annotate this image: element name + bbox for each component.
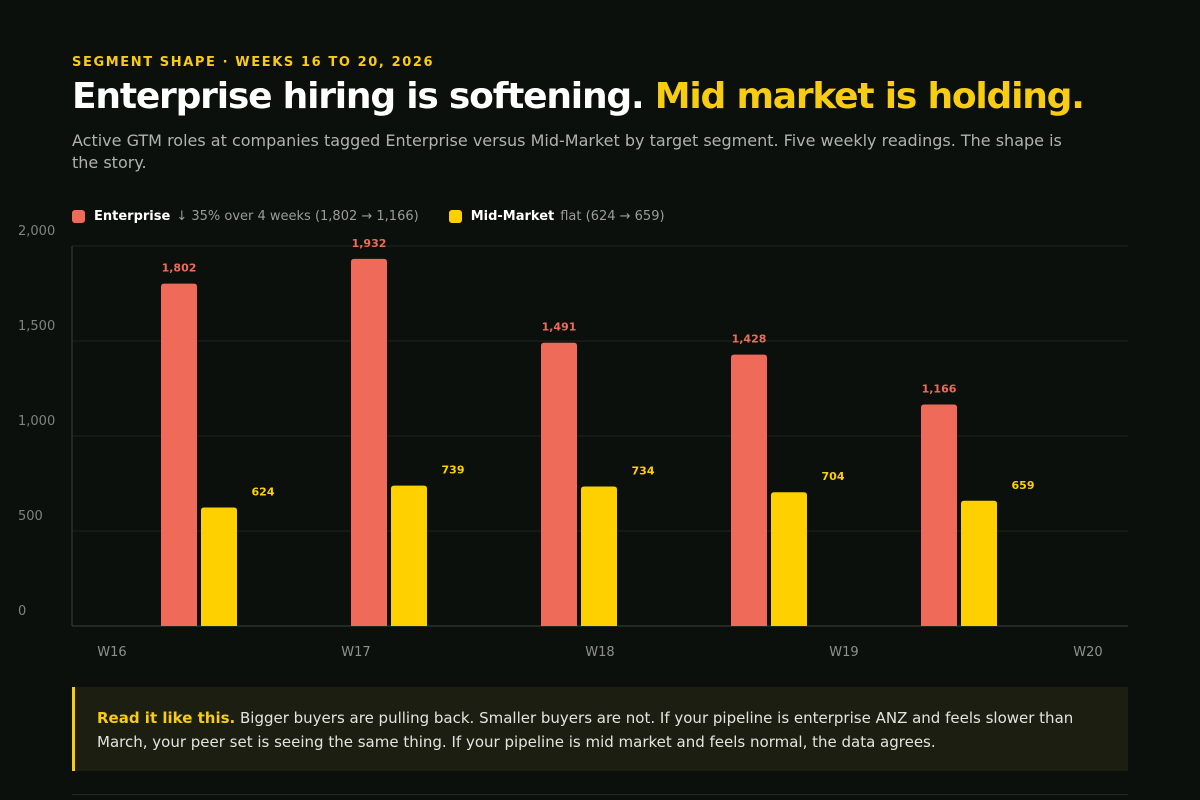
data-label-enterprise: 1,428 bbox=[732, 333, 767, 346]
x-tick-label: W20 bbox=[1073, 645, 1102, 660]
data-label-enterprise: 1,491 bbox=[542, 321, 577, 334]
bar-enterprise bbox=[161, 283, 197, 626]
legend-label-mid-market: Mid-Market bbox=[470, 208, 555, 224]
headline-main: Enterprise hiring is softening. bbox=[72, 76, 645, 117]
data-label-mid-market: 704 bbox=[822, 470, 845, 483]
bar-enterprise bbox=[921, 404, 957, 626]
read-it-callout: Read it like this. Bigger buyers are pul… bbox=[72, 687, 1128, 771]
bar-enterprise bbox=[731, 354, 767, 626]
data-label-mid-market: 659 bbox=[1012, 479, 1035, 492]
legend-note-mid-market: flat (624 → 659) bbox=[560, 208, 665, 224]
bar-enterprise bbox=[351, 258, 387, 626]
chart-headline: Enterprise hiring is softening. Mid mark… bbox=[72, 76, 1085, 117]
chart-eyebrow: SEGMENT SHAPE · WEEKS 16 TO 20, 2026 bbox=[72, 55, 435, 70]
legend-swatch-mid-market bbox=[448, 209, 462, 223]
x-tick-label: W17 bbox=[341, 645, 370, 660]
bar-chart: 0 500 1,000 1,500 2,000 W16 W17 W18 W19 W20 1,802… bbox=[18, 224, 1128, 660]
legend-item-enterprise: Enterprise ↓ 35% over 4 weeks (1,802 → 1… bbox=[72, 209, 419, 224]
legend-swatch-enterprise bbox=[72, 209, 85, 223]
x-tick-label: W16 bbox=[97, 645, 126, 660]
bar-enterprise bbox=[541, 342, 577, 626]
legend-item-mid-market: Mid-Market flat (624 → 659) bbox=[448, 208, 665, 224]
bar-mid-market bbox=[961, 500, 997, 626]
x-tick-label: W18 bbox=[585, 645, 614, 660]
bar-mid-market bbox=[201, 507, 237, 626]
legend-label-enterprise: Enterprise bbox=[94, 208, 171, 224]
data-label-enterprise: 1,166 bbox=[922, 382, 957, 395]
bar-mid-market bbox=[391, 485, 427, 626]
chart-legend: Enterprise ↓ 35% over 4 weeks (1,802 → 1… bbox=[72, 206, 695, 226]
y-tick-label: 500 bbox=[18, 509, 43, 524]
bottom-divider bbox=[72, 794, 1128, 795]
data-labels: 1,802 1,932 1,491 1,428 1,166 624 739 734 704 659 bbox=[162, 237, 1035, 499]
legend-note-enterprise: ↓ 35% over 4 weeks (1,802 → 1,166) bbox=[176, 208, 419, 224]
data-label-mid-market: 734 bbox=[632, 465, 655, 478]
data-label-enterprise: 1,802 bbox=[162, 262, 197, 275]
callout-body: Bigger buyers are pulling back. Smaller … bbox=[97, 709, 1074, 751]
bar-mid-market bbox=[581, 486, 617, 626]
y-tick-label: 1,500 bbox=[18, 319, 55, 334]
headline-accent: Mid market is holding. bbox=[654, 76, 1085, 117]
data-label-mid-market: 739 bbox=[442, 464, 465, 477]
y-tick-label: 2,000 bbox=[18, 224, 55, 239]
y-tick-label: 0 bbox=[18, 604, 26, 619]
x-tick-label: W19 bbox=[829, 645, 858, 660]
data-label-mid-market: 624 bbox=[252, 485, 275, 498]
bar-mid-market bbox=[771, 492, 807, 626]
callout-lead: Read it like this. bbox=[97, 709, 236, 727]
y-tick-label: 1,000 bbox=[18, 414, 55, 429]
chart-subtitle: Active GTM roles at companies tagged Ent… bbox=[72, 131, 1062, 172]
data-label-enterprise: 1,932 bbox=[352, 237, 387, 250]
bars bbox=[161, 258, 997, 626]
